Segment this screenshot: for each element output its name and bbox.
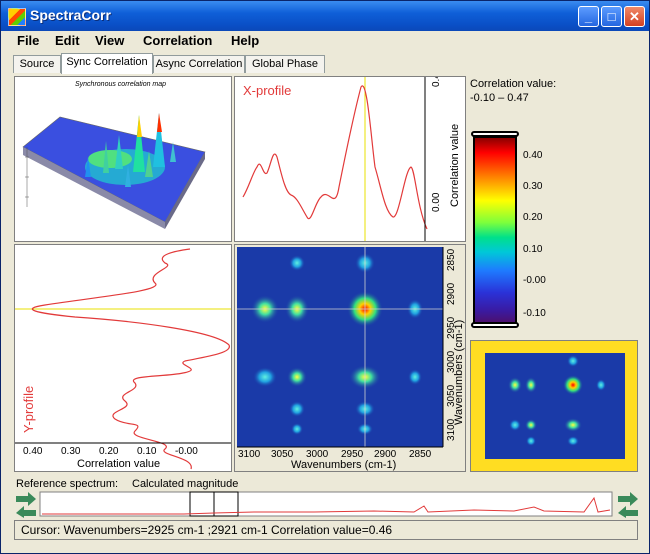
close-icon: ✕	[629, 9, 640, 24]
reference-label: Reference spectrum:	[16, 478, 119, 490]
minimize-button[interactable]: _	[578, 6, 599, 27]
map-xtick: 3000	[306, 449, 329, 460]
colorbar-tick: -0.00	[523, 275, 546, 286]
menu-help[interactable]: Help	[231, 33, 260, 48]
colorbar-bottom-cap[interactable]	[471, 322, 519, 328]
surface-plot-title: Synchronous correlation map	[75, 81, 167, 88]
close-button[interactable]: ✕	[624, 6, 645, 27]
tab-source[interactable]: Source	[13, 55, 61, 73]
colorbar	[473, 136, 517, 324]
y-profile-tick: 0.30	[61, 446, 81, 457]
surface-plot-panel[interactable]: Synchronous correlation map	[14, 76, 232, 242]
map-xtick: 2900	[374, 449, 397, 460]
menu-view[interactable]: View	[95, 33, 125, 48]
reference-spectrum[interactable]	[14, 490, 640, 518]
status-bar: Cursor: Wavenumbers=2925 cm-1 ;2921 cm-1…	[14, 520, 638, 540]
minimize-icon: _	[584, 9, 593, 24]
menu-bar: File Edit View Correlation Help	[1, 31, 649, 51]
colorbar-tick: 0.30	[523, 181, 543, 192]
overview-map	[485, 353, 625, 459]
y-profile-panel[interactable]: Y-profile 0.40 0.30 0.20 0.10 -0.00 Corr…	[14, 244, 232, 472]
x-profile-tick-top: 0.40	[431, 76, 442, 87]
y-profile-axis-title: Correlation value	[77, 458, 161, 470]
map-xlabel: Wavenumbers (cm-1)	[291, 459, 397, 471]
y-profile-label: Y-profile	[21, 385, 36, 433]
colorbar-top-cap[interactable]	[471, 131, 519, 137]
correlation-map-panel[interactable]: 3100 3050 3000 2950 2900 2850 Wavenumber…	[234, 244, 466, 472]
menu-correlation[interactable]: Correlation	[143, 33, 213, 48]
surface-plot	[22, 113, 206, 229]
colorbar-tick: 0.20	[523, 212, 543, 223]
y-profile-tick: 0.40	[23, 446, 43, 457]
window-title: SpectraCorr	[30, 7, 111, 23]
map-ylabel: Wavenumbers (cm-1)	[453, 319, 465, 425]
app-icon	[8, 8, 26, 26]
map-xtick: 3100	[238, 449, 261, 460]
y-profile-tick: -0.00	[175, 446, 198, 457]
overview-thumbnail[interactable]	[470, 340, 638, 472]
title-bar[interactable]: SpectraCorr _ □ ✕	[1, 1, 649, 31]
colorbar-range: -0.10 – 0.47	[470, 92, 529, 104]
colorbar-tick: -0.10	[523, 308, 546, 319]
map-xtick: 3050	[271, 449, 294, 460]
y-profile-plot	[15, 248, 231, 470]
tab-sync-correlation[interactable]: Sync Correlation	[61, 53, 153, 74]
x-profile-panel[interactable]: X-profile 0.40 0.00 Correlation value	[234, 76, 466, 242]
map-xtick: 2950	[341, 449, 364, 460]
colorbar-tick: 0.40	[523, 150, 543, 161]
maximize-button[interactable]: □	[601, 6, 622, 27]
x-profile-plot	[242, 77, 428, 241]
y-profile-tick: 0.10	[137, 446, 157, 457]
map-ytick: 2850	[446, 248, 457, 271]
correlation-map[interactable]	[235, 245, 465, 471]
reference-mode: Calculated magnitude	[132, 478, 239, 490]
maximize-icon: □	[607, 9, 616, 24]
colorbar-title: Correlation value:	[470, 78, 557, 90]
menu-file[interactable]: File	[17, 33, 40, 48]
tab-async-correlation[interactable]: Async Correlation	[153, 55, 245, 73]
x-profile-tick-bottom: 0.00	[431, 192, 442, 212]
y-profile-tick: 0.20	[99, 446, 119, 457]
colorbar-tick: 0.10	[523, 244, 543, 255]
x-profile-label: X-profile	[243, 83, 292, 98]
x-profile-axis-title: Correlation value	[449, 123, 461, 207]
reference-spectrum-plot	[16, 491, 638, 518]
tab-global-phase[interactable]: Global Phase	[245, 55, 325, 73]
menu-edit[interactable]: Edit	[55, 33, 80, 48]
map-ytick: 2900	[446, 282, 457, 305]
map-xtick: 2850	[409, 449, 432, 460]
